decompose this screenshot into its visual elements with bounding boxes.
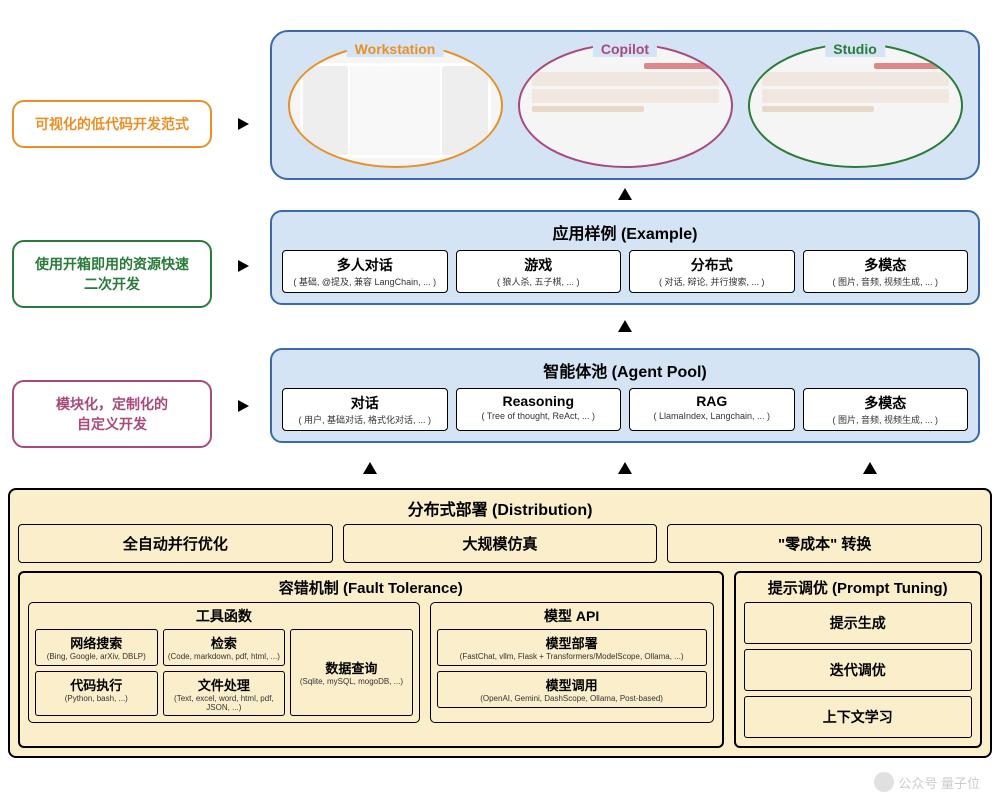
example-row: 多人对话( 基础, @提及, 兼容 LangChain, ... ) 游戏( 狼… [282, 250, 968, 293]
pt-stack: 提示生成 迭代调优 上下文学习 [744, 602, 973, 738]
pt-card: 迭代调优 [744, 649, 973, 691]
wechat-icon [874, 772, 894, 792]
studio-ellipse [748, 43, 963, 168]
sm-card: 数据查询(Sqlite, mySQL, mogoDB, ...) [290, 629, 413, 716]
agent-card: RAG( LlamaIndex, Langchain, ... ) [629, 388, 795, 431]
workstation-label: Workstation [347, 41, 444, 57]
arrow-icon [238, 260, 249, 272]
agent-card: 对话( 用户, 基础对话, 格式化对话, ... ) [282, 388, 448, 431]
copilot-ellipse [518, 43, 733, 168]
tool-fn-panel: 工具函数 网络搜索(Bing, Google, arXiv, DBLP) 检索(… [28, 602, 420, 723]
example-card: 多模态( 图片, 音频, 视频生成, ... ) [803, 250, 969, 293]
agent-pool-title: 智能体池 (Agent Pool) [282, 358, 968, 382]
model-api-title: 模型 API [437, 606, 707, 626]
ft-row: 工具函数 网络搜索(Bing, Google, arXiv, DBLP) 检索(… [28, 602, 714, 723]
arrow-icon [238, 400, 249, 412]
arrow-icon [363, 462, 377, 474]
pt-title: 提示调优 (Prompt Tuning) [744, 577, 973, 598]
model-api-stack: 模型部署(FastChat, vllm, Flask + Transformer… [437, 629, 707, 708]
workstation-ellipse [288, 43, 503, 168]
example-card: 游戏( 狼人杀, 五子棋, ... ) [456, 250, 622, 293]
example-card: 多人对话( 基础, @提及, 兼容 LangChain, ... ) [282, 250, 448, 293]
dist-card: "零成本" 转换 [667, 524, 982, 563]
side-label-visual: 可视化的低代码开发范式 [12, 100, 212, 148]
example-panel: 应用样例 (Example) 多人对话( 基础, @提及, 兼容 LangCha… [270, 210, 980, 305]
studio-label: Studio [825, 41, 885, 57]
fault-tolerance-panel: 容错机制 (Fault Tolerance) 工具函数 网络搜索(Bing, G… [18, 571, 724, 748]
copilot-mock [532, 63, 719, 156]
pt-card: 提示生成 [744, 602, 973, 644]
example-title: 应用样例 (Example) [282, 220, 968, 244]
top-panel: Workstation Copilot Studio [270, 30, 980, 180]
copilot-wrap: Copilot [518, 43, 733, 168]
side-label-custom: 模块化，定制化的 自定义开发 [12, 380, 212, 448]
example-card: 分布式( 对话, 辩论, 并行搜索, ... ) [629, 250, 795, 293]
agent-card: Reasoning( Tree of thought, ReAct, ... ) [456, 388, 622, 431]
agent-card: 多模态( 图片, 音频, 视频生成, ... ) [803, 388, 969, 431]
pt-card: 上下文学习 [744, 696, 973, 738]
distribution-panel: 分布式部署 (Distribution) 全自动并行优化 大规模仿真 "零成本"… [8, 488, 992, 758]
studio-mock [762, 63, 949, 156]
workstation-wrap: Workstation [288, 43, 503, 168]
sm-card: 代码执行(Python, bash, ...) [35, 671, 158, 717]
distribution-row: 全自动并行优化 大规模仿真 "零成本" 转换 [18, 524, 982, 563]
agent-pool-panel: 智能体池 (Agent Pool) 对话( 用户, 基础对话, 格式化对话, .… [270, 348, 980, 443]
sm-card: 文件处理(Text, excel, word, html, pdf, JSON,… [163, 671, 286, 717]
arrow-icon [238, 118, 249, 130]
arrow-icon [618, 462, 632, 474]
copilot-label: Copilot [593, 41, 657, 57]
arrow-icon [863, 462, 877, 474]
tool-fn-title: 工具函数 [35, 606, 413, 626]
sm-card: 模型部署(FastChat, vllm, Flask + Transformer… [437, 629, 707, 666]
side-label-resource: 使用开箱即用的资源快速 二次开发 [12, 240, 212, 308]
sm-card: 检索(Code, markdown, pdf, html, ...) [163, 629, 286, 666]
workstation-mock [300, 63, 491, 158]
studio-wrap: Studio [748, 43, 963, 168]
watermark: 公众号 量子位 [874, 772, 980, 792]
dist-card: 全自动并行优化 [18, 524, 333, 563]
dist-card: 大规模仿真 [343, 524, 658, 563]
ft-title: 容错机制 (Fault Tolerance) [28, 577, 714, 598]
sm-card: 模型调用(OpenAI, Gemini, DashScope, Ollama, … [437, 671, 707, 708]
model-api-panel: 模型 API 模型部署(FastChat, vllm, Flask + Tran… [430, 602, 714, 723]
agent-pool-row: 对话( 用户, 基础对话, 格式化对话, ... ) Reasoning( Tr… [282, 388, 968, 431]
lower-row: 容错机制 (Fault Tolerance) 工具函数 网络搜索(Bing, G… [18, 571, 982, 748]
tool-fn-grid: 网络搜索(Bing, Google, arXiv, DBLP) 检索(Code,… [35, 629, 413, 716]
sm-card: 网络搜索(Bing, Google, arXiv, DBLP) [35, 629, 158, 666]
prompt-tuning-panel: 提示调优 (Prompt Tuning) 提示生成 迭代调优 上下文学习 [734, 571, 983, 748]
arrow-icon [618, 320, 632, 332]
distribution-title: 分布式部署 (Distribution) [18, 496, 982, 520]
arrow-icon [618, 188, 632, 200]
